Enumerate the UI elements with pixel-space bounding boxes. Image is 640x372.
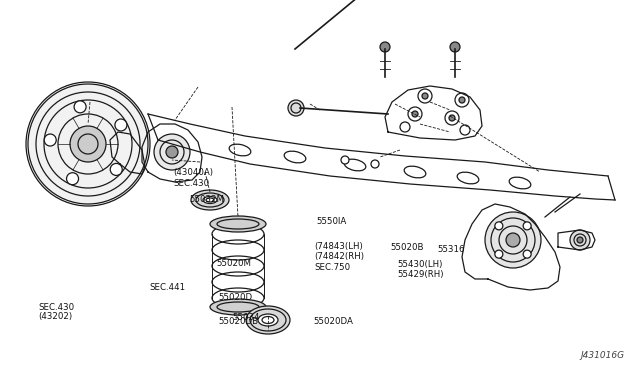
Ellipse shape <box>457 172 479 184</box>
Text: 55020DA: 55020DA <box>313 317 353 327</box>
Circle shape <box>495 222 503 230</box>
Circle shape <box>341 156 349 164</box>
Circle shape <box>449 115 455 121</box>
Circle shape <box>418 89 432 103</box>
Circle shape <box>523 250 531 258</box>
Circle shape <box>166 146 178 158</box>
Ellipse shape <box>284 151 306 163</box>
Text: 55429(RH): 55429(RH) <box>397 269 444 279</box>
Circle shape <box>460 125 470 135</box>
Ellipse shape <box>258 314 278 326</box>
Text: 55020M: 55020M <box>216 259 251 267</box>
Text: SEC.441: SEC.441 <box>149 282 185 292</box>
Circle shape <box>495 250 503 258</box>
Text: J431016G: J431016G <box>581 351 625 360</box>
Ellipse shape <box>509 177 531 189</box>
Circle shape <box>74 101 86 113</box>
Ellipse shape <box>203 196 217 203</box>
Circle shape <box>570 230 590 250</box>
Text: 55020B: 55020B <box>390 244 424 253</box>
Circle shape <box>380 42 390 52</box>
Circle shape <box>26 82 150 206</box>
Circle shape <box>110 163 122 176</box>
Circle shape <box>459 97 465 103</box>
Text: (43202): (43202) <box>38 312 72 321</box>
Ellipse shape <box>191 190 229 210</box>
Circle shape <box>523 222 531 230</box>
Circle shape <box>70 126 106 162</box>
Circle shape <box>371 160 379 168</box>
Circle shape <box>422 93 428 99</box>
Text: 55430(LH): 55430(LH) <box>397 260 442 269</box>
Circle shape <box>408 107 422 121</box>
Ellipse shape <box>246 306 290 334</box>
Circle shape <box>506 233 520 247</box>
Text: 55020D: 55020D <box>218 292 252 301</box>
Circle shape <box>577 237 583 243</box>
Text: 55020DB: 55020DB <box>218 317 258 327</box>
Text: 5550lA: 5550lA <box>316 218 346 227</box>
Text: 55032M: 55032M <box>189 196 224 205</box>
Circle shape <box>485 212 541 268</box>
Circle shape <box>400 122 410 132</box>
Ellipse shape <box>210 216 266 232</box>
Ellipse shape <box>404 166 426 178</box>
Text: SEC.750: SEC.750 <box>314 263 350 272</box>
Text: 55034: 55034 <box>232 314 259 323</box>
Circle shape <box>154 134 190 170</box>
Ellipse shape <box>344 159 366 171</box>
Text: SEC.430: SEC.430 <box>38 302 74 311</box>
Circle shape <box>44 134 56 146</box>
Circle shape <box>412 111 418 117</box>
Circle shape <box>115 119 127 131</box>
Text: (74843(LH): (74843(LH) <box>314 243 363 251</box>
Text: (74842(RH): (74842(RH) <box>314 253 364 262</box>
Circle shape <box>445 111 459 125</box>
Text: (43040A): (43040A) <box>173 169 213 177</box>
Circle shape <box>450 42 460 52</box>
Text: SEC.430: SEC.430 <box>173 179 209 187</box>
Ellipse shape <box>210 299 266 315</box>
Text: 55316: 55316 <box>437 244 465 253</box>
Ellipse shape <box>229 144 251 156</box>
Circle shape <box>288 100 304 116</box>
Circle shape <box>455 93 469 107</box>
Circle shape <box>67 173 79 185</box>
